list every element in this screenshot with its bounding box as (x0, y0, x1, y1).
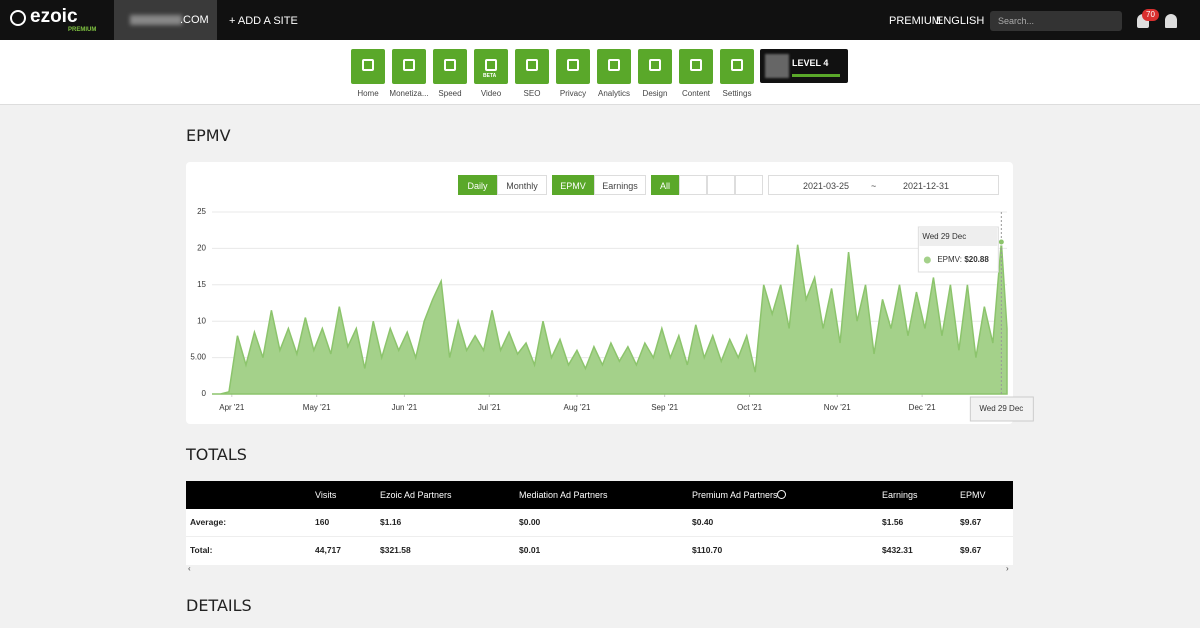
level-avatar (765, 54, 789, 78)
add-site[interactable]: + ADD A SITE (229, 15, 298, 27)
nav-tile[interactable]: BETA (474, 49, 508, 84)
level-text: LEVEL 4 (792, 58, 829, 68)
nav-label: Analytics (597, 89, 630, 98)
nav-label: Home (357, 89, 379, 98)
details-heading: DETAILS (186, 596, 252, 615)
table-cell: $1.16 (380, 517, 402, 527)
nav-label: Monetiza... (389, 89, 429, 98)
table-cell: $1.56 (882, 517, 904, 527)
help-icon (777, 490, 786, 499)
nav-tile[interactable] (392, 49, 426, 84)
site-tab[interactable]: .COM (114, 0, 217, 40)
tile-icon (608, 59, 620, 71)
nav-tile[interactable] (351, 49, 385, 84)
table-header-cell: Mediation Ad Partners (519, 490, 608, 500)
tile-icon (444, 59, 456, 71)
level-badge: LEVEL 4 (760, 49, 848, 83)
top-bar: ezoic PREMIUM .COM + ADD A SITE PREMIUM … (0, 0, 1200, 40)
tile-icon (690, 59, 702, 71)
nav-label: Video (480, 89, 502, 98)
table-header-cell: Premium Ad Partners (692, 481, 786, 509)
table-cell: $321.58 (380, 545, 411, 555)
table-header-cell: EPMV (960, 490, 986, 500)
table-cell: $9.67 (960, 517, 982, 527)
table-cell: $110.70 (692, 545, 723, 555)
daily-button[interactable]: Daily (458, 175, 497, 195)
tile-icon (567, 59, 579, 71)
epmv-button[interactable]: EPMV (552, 175, 594, 195)
earnings-button[interactable]: Earnings (594, 175, 646, 195)
phone-button[interactable] (679, 175, 707, 195)
row-divider (186, 536, 1013, 537)
date-sep: ~ (871, 181, 877, 191)
scroll-right[interactable]: › (1006, 564, 1009, 573)
chart-card (186, 162, 1013, 424)
nav-tile[interactable] (515, 49, 549, 84)
nav-label: Speed (438, 89, 462, 98)
premium-link[interactable]: PREMIUM (889, 15, 941, 27)
beta-badge: BETA (483, 73, 497, 79)
scroll-left[interactable]: ‹ (188, 564, 191, 573)
table-cell: $0.01 (519, 545, 541, 555)
table-cell: Average: (190, 517, 227, 527)
user-menu[interactable] (1165, 14, 1177, 28)
search-box[interactable]: Search... (990, 11, 1122, 31)
table-cell: Total: (190, 545, 213, 555)
search-placeholder: Search... (998, 16, 1035, 26)
nav-tile[interactable] (556, 49, 590, 84)
tile-icon (485, 59, 497, 71)
nav-label: Settings (722, 89, 752, 98)
nav-tile[interactable] (679, 49, 713, 84)
table-cell: 44,717 (315, 545, 341, 555)
logo-mark (10, 10, 26, 26)
table-cell: $9.67 (960, 545, 982, 555)
table-cell: 160 (315, 517, 330, 527)
nav-label: Content (681, 89, 711, 98)
table-header-cell: Earnings (882, 490, 918, 500)
tile-icon (649, 59, 661, 71)
language[interactable]: ENGLISH (936, 15, 985, 27)
tile-icon (731, 59, 743, 71)
site-name: .COM (180, 14, 209, 26)
table-header-cell: Ezoic Ad Partners (380, 490, 452, 500)
nav-label: Design (642, 89, 668, 98)
nav-tile[interactable] (433, 49, 467, 84)
notification-count: 70 (1142, 9, 1159, 21)
site-blur (130, 15, 182, 25)
table-cell: $0.00 (519, 517, 541, 527)
tile-icon (403, 59, 415, 71)
logo[interactable]: ezoic (30, 6, 78, 27)
epmv-heading: EPMV (186, 126, 231, 145)
nav-tile[interactable] (638, 49, 672, 84)
nav-label: Privacy (559, 89, 587, 98)
table-header (186, 481, 1013, 509)
tile-icon (526, 59, 538, 71)
nav-tile[interactable] (597, 49, 631, 84)
date-from: 2021-03-25 (803, 181, 850, 191)
nav-tile[interactable] (720, 49, 754, 84)
tile-icon (362, 59, 374, 71)
monthly-button[interactable]: Monthly (497, 175, 547, 195)
tablet-button[interactable] (707, 175, 735, 195)
totals-heading: TOTALS (186, 445, 247, 464)
desktop-button[interactable] (735, 175, 763, 195)
level-progress (792, 74, 840, 77)
date-range[interactable]: 2021-03-25 ~ 2021-12-31 (768, 175, 999, 195)
all-devices-button[interactable]: All (651, 175, 679, 195)
totals-table (186, 481, 1013, 565)
table-cell: $0.40 (692, 517, 714, 527)
nav-label: SEO (523, 89, 541, 98)
table-header-cell: Visits (315, 490, 337, 500)
date-to: 2021-12-31 (903, 181, 950, 191)
logo-badge: PREMIUM (68, 27, 97, 33)
table-cell: $432.31 (882, 545, 913, 555)
